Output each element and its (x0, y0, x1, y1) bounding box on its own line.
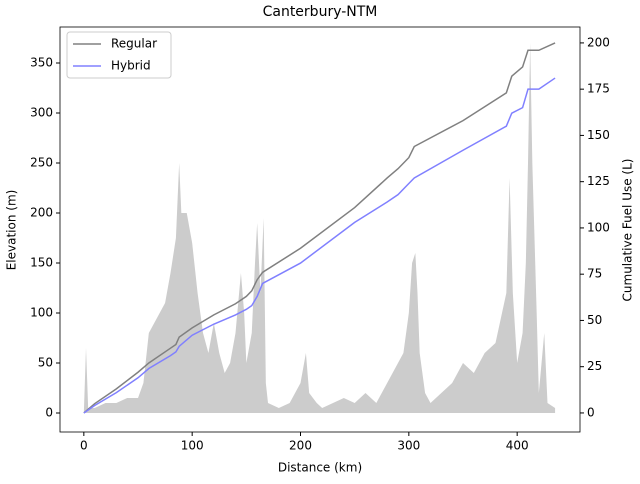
y2-tick-label: 150 (587, 128, 610, 142)
x-tick-label: 300 (397, 439, 420, 453)
y2-axis-label: Cumulative Fuel Use (L) (621, 159, 635, 302)
legend-label: Hybrid (111, 59, 151, 73)
chart-title: Canterbury-NTM (263, 4, 378, 20)
y2-tick-label: 50 (587, 313, 602, 327)
fuel-line (83, 42, 556, 414)
y-tick-label: 100 (30, 306, 53, 320)
x-axis-label: Distance (km) (278, 461, 362, 475)
y-tick-label: 350 (30, 56, 53, 70)
y-axis-label: Elevation (m) (5, 190, 19, 271)
x-tick-label: 400 (506, 439, 529, 453)
y2-tick-label: 100 (587, 220, 610, 234)
y-tick-label: 50 (38, 356, 53, 370)
y-tick-label: 150 (30, 256, 53, 270)
y2-tick-label: 175 (587, 82, 610, 96)
y2-tick-label: 75 (587, 267, 602, 281)
y-tick-label: 200 (30, 206, 53, 220)
y2-tick-label: 200 (587, 35, 610, 49)
x-tick-label: 100 (181, 439, 204, 453)
x-tick-label: 0 (80, 439, 88, 453)
y-tick-label: 300 (30, 106, 53, 120)
y-tick-label: 250 (30, 156, 53, 170)
y2-tick-label: 25 (587, 359, 602, 373)
x-tick-label: 200 (289, 439, 312, 453)
fuel-line (83, 77, 556, 414)
plot-frame (59, 26, 581, 433)
y2-tick-label: 0 (587, 405, 595, 419)
y-tick-label: 0 (45, 406, 53, 420)
elevation-area (83, 43, 556, 413)
legend-label: Regular (111, 37, 157, 51)
y2-tick-label: 125 (587, 174, 610, 188)
